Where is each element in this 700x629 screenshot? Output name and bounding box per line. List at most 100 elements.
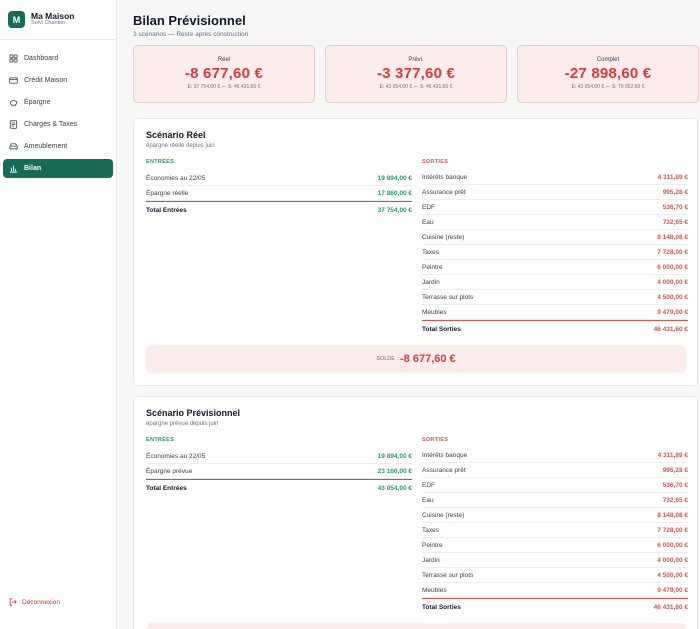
entries-heading: ENTRÉES — [146, 159, 175, 165]
entries-list: Économies au 22/05 19 894,00 € Épargne ré… — [146, 171, 412, 218]
list-item: Jardin 4 000,00 € — [422, 553, 688, 568]
item-amount: 7 728,00 € — [657, 526, 688, 534]
item-label: Eau — [422, 218, 434, 226]
scenario-card-previsionnel: Scénario Prévisionnel épargne prévue dep… — [133, 396, 698, 629]
list-item: Épargne réelle 17 860,00 € — [146, 186, 412, 201]
sidebar-item-label: Ameublement — [24, 143, 68, 150]
sidebar-item-dashboard[interactable]: Dashboard — [3, 49, 113, 68]
item-amount: 6 000,00 € — [657, 541, 688, 549]
list-item: Intérêts banque 4 311,89 € — [422, 170, 688, 185]
item-label: Taxes — [422, 526, 439, 534]
sidebar-item-label: Épargne — [24, 99, 51, 106]
list-item: Meubles 9 479,00 € — [422, 583, 688, 598]
entries-total: Total Entrées 43 054,00 € — [146, 479, 412, 496]
solde-label: SOLDE : — [376, 356, 399, 362]
summary-value: -3 377,60 € — [376, 65, 456, 82]
total-label: Total Sorties — [422, 603, 461, 611]
scenario-title: Scénario Prévisionnel — [146, 408, 241, 418]
sidebar-item-epargne[interactable]: Épargne — [3, 93, 113, 112]
list-item: Économies au 22/05 19 894,00 € — [146, 449, 412, 464]
piggy-bank-icon — [9, 100, 18, 107]
item-label: Peintre — [422, 541, 443, 549]
exits-total: Total Sorties 46 431,60 € — [422, 598, 688, 615]
sidebar-item-credit-maison[interactable]: Crédit Maison — [3, 71, 113, 90]
scenario-subtitle: épargne prévue depuis juin — [146, 421, 219, 427]
list-item: Peintre 6 000,00 € — [422, 260, 688, 275]
total-label: Total Entrées — [146, 484, 187, 492]
scenario-card-reel: Scénario Réel épargne réelle depuis juin… — [133, 118, 698, 386]
item-label: Épargne réelle — [146, 189, 189, 197]
list-item: Épargne prévue 23 160,00 € — [146, 464, 412, 479]
item-amount: 8 148,08 € — [657, 233, 688, 241]
sidebar-item-charges-taxes[interactable]: Charges & Taxes — [3, 115, 113, 134]
item-amount: 4 000,00 € — [657, 278, 688, 286]
summary-label: Réel — [217, 57, 231, 63]
summary-detail: E: 43 054,00 € — S: 46 431,60 € — [379, 84, 453, 90]
sidebar-item-label: Crédit Maison — [24, 77, 68, 84]
scenario-title: Scénario Réel — [146, 130, 206, 140]
item-amount: 6 000,00 € — [657, 263, 688, 271]
sofa-icon — [9, 143, 18, 151]
receipt-icon — [9, 120, 18, 129]
list-item: Assurance prêt 995,28 € — [422, 463, 688, 478]
item-label: Cuisine (reste) — [422, 511, 465, 519]
sidebar-item-label: Charges & Taxes — [24, 121, 78, 128]
item-label: Terrasse sur plots — [422, 571, 474, 579]
item-label: Économies au 22/05 — [146, 452, 206, 460]
item-amount: 995,28 € — [662, 188, 688, 196]
logout-icon — [9, 598, 17, 606]
list-item: Assurance prêt 995,28 € — [422, 185, 688, 200]
list-item: Économies au 22/05 19 894,00 € — [146, 171, 412, 186]
list-item: Terrasse sur plots 4 500,00 € — [422, 290, 688, 305]
summary-label: Complet — [596, 57, 620, 63]
entries-heading: ENTRÉES — [146, 437, 175, 443]
list-item: Meubles 9 479,00 € — [422, 305, 688, 320]
item-amount: 19 894,00 € — [377, 174, 412, 182]
summary-value: -27 898,60 € — [564, 65, 652, 82]
total-amount: 43 054,00 € — [377, 484, 412, 492]
item-label: EDF — [422, 481, 435, 489]
item-label: Meubles — [422, 586, 447, 594]
list-item: Terrasse sur plots 4 500,00 € — [422, 568, 688, 583]
summary-value: -8 677,60 € — [184, 65, 264, 82]
solde-box: SOLDE : -8 677,60 € — [146, 345, 686, 373]
item-label: Épargne prévue — [146, 467, 193, 475]
item-label: Meubles — [422, 308, 447, 316]
item-amount: 732,65 € — [662, 496, 688, 504]
list-item: EDF 536,70 € — [422, 200, 688, 215]
item-label: Terrasse sur plots — [422, 293, 474, 301]
item-label: Jardin — [422, 278, 440, 286]
item-amount: 23 160,00 € — [377, 467, 412, 475]
list-item: Taxes 7 728,00 € — [422, 523, 688, 538]
item-label: Économies au 22/05 — [146, 174, 206, 182]
logout-button[interactable]: Déconnexion — [9, 598, 60, 606]
list-item: Cuisine (reste) 8 148,08 € — [422, 508, 688, 523]
summary-card-previ: Prévi. -3 377,60 € E: 43 054,00 € — S: 4… — [325, 45, 507, 103]
scenario-subtitle: épargne réelle depuis juin — [146, 143, 215, 149]
total-amount: 46 431,60 € — [653, 325, 688, 333]
item-label: Jardin — [422, 556, 440, 564]
list-item: Jardin 4 000,00 € — [422, 275, 688, 290]
total-amount: 46 431,60 € — [653, 603, 688, 611]
brand-logo: M — [8, 11, 25, 28]
item-label: Eau — [422, 496, 434, 504]
entries-list: Économies au 22/05 19 894,00 € Épargne pr… — [146, 449, 412, 496]
solde-box — [146, 623, 686, 629]
sidebar-item-label: Bilan — [24, 165, 42, 172]
sidebar-item-bilan[interactable]: Bilan — [3, 159, 113, 178]
sidebar-item-ameublement[interactable]: Ameublement — [3, 137, 113, 156]
sidebar-nav: Dashboard Crédit Maison Épargne Charges … — [0, 40, 116, 178]
item-amount: 8 148,08 € — [657, 511, 688, 519]
item-amount: 732,65 € — [662, 218, 688, 226]
logout-label: Déconnexion — [22, 598, 60, 606]
list-item: Intérêts banque 4 311,89 € — [422, 448, 688, 463]
exits-list: Intérêts banque 4 311,89 € Assurance prêt… — [422, 448, 688, 615]
item-amount: 9 479,00 € — [657, 308, 688, 316]
item-label: EDF — [422, 203, 435, 211]
main-content: Bilan Prévisionnel 3 scénarios — Reste a… — [117, 0, 700, 629]
bar-chart-icon — [9, 165, 18, 173]
item-label: Peintre — [422, 263, 443, 271]
total-label: Total Entrées — [146, 206, 187, 214]
exits-heading: SORTIES — [422, 437, 449, 443]
item-amount: 536,70 € — [662, 481, 688, 489]
